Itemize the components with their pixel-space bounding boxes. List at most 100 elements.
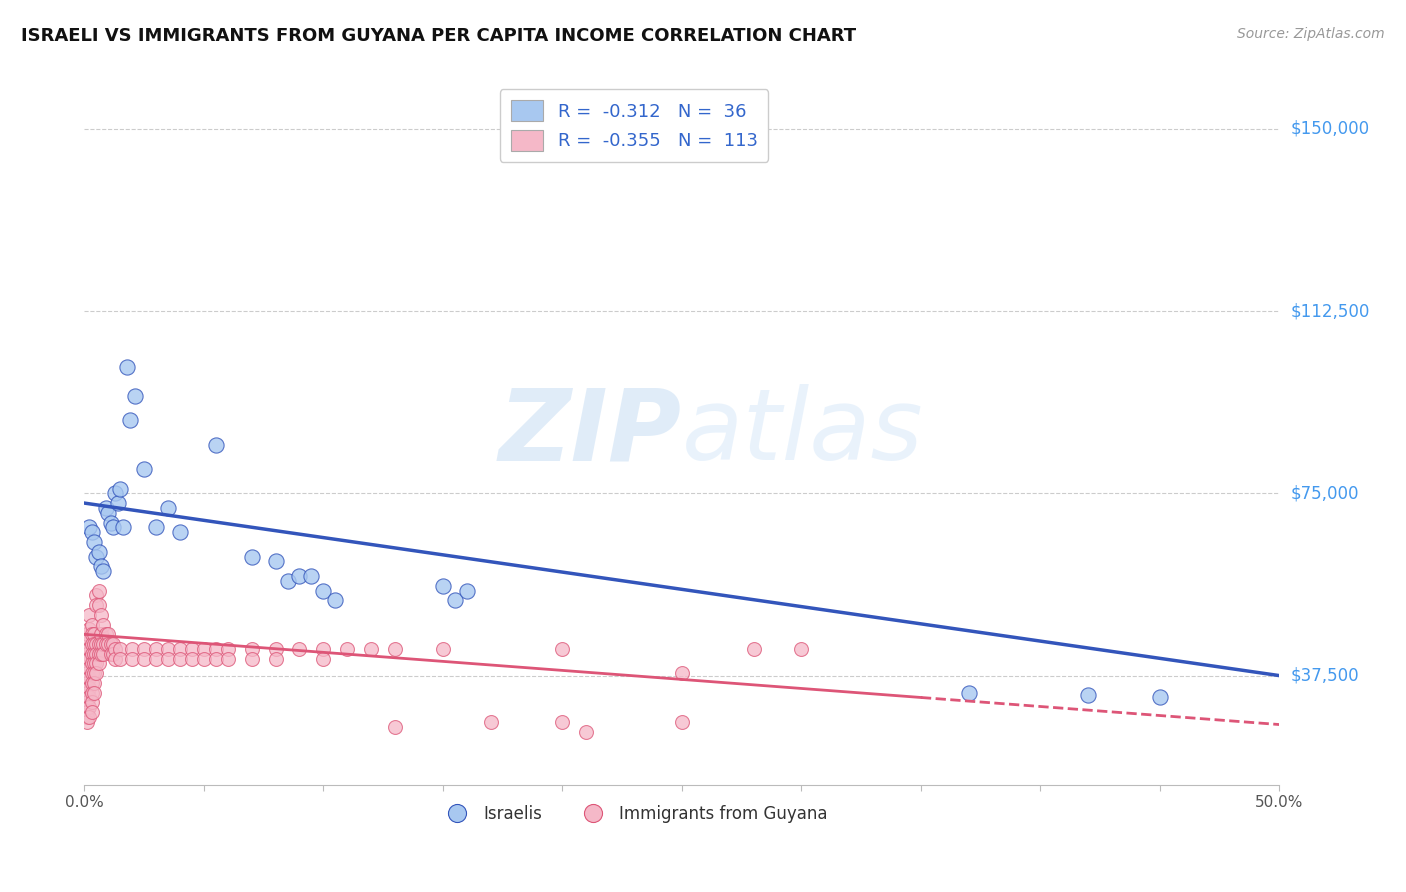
Point — [93, 617, 115, 632]
Point — [1077, 688, 1099, 702]
Text: $112,500: $112,500 — [1291, 302, 1369, 320]
Point — [110, 482, 132, 496]
Point — [205, 651, 228, 665]
Point — [80, 685, 103, 699]
Point — [145, 520, 167, 534]
Text: $150,000: $150,000 — [1291, 120, 1369, 138]
Point — [83, 685, 105, 699]
Point — [77, 632, 100, 647]
Point — [181, 641, 204, 656]
Point — [312, 651, 335, 665]
Point — [86, 637, 108, 651]
Point — [101, 647, 124, 661]
Point — [90, 637, 112, 651]
Point — [77, 607, 100, 622]
Point — [104, 641, 127, 656]
Point — [90, 647, 112, 661]
Point — [957, 685, 980, 699]
Point — [312, 641, 335, 656]
Point — [80, 627, 103, 641]
Point — [124, 389, 146, 403]
Point — [169, 525, 191, 540]
Point — [77, 661, 100, 675]
Point — [551, 641, 574, 656]
Point — [671, 714, 693, 729]
Point — [107, 496, 129, 510]
Point — [101, 637, 124, 651]
Point — [121, 651, 143, 665]
Point — [76, 705, 98, 719]
Point — [87, 647, 110, 661]
Point — [76, 651, 98, 665]
Point — [83, 647, 105, 661]
Point — [277, 574, 299, 588]
Text: atlas: atlas — [682, 384, 924, 481]
Point — [87, 544, 110, 558]
Point — [90, 607, 112, 622]
Point — [77, 710, 100, 724]
Point — [104, 486, 127, 500]
Point — [312, 583, 335, 598]
Point — [360, 641, 382, 656]
Point — [80, 695, 103, 709]
Point — [217, 641, 239, 656]
Point — [80, 705, 103, 719]
Point — [118, 413, 141, 427]
Point — [90, 559, 112, 574]
Point — [76, 666, 98, 681]
Point — [94, 637, 117, 651]
Point — [288, 569, 311, 583]
Point — [132, 462, 156, 476]
Point — [80, 617, 103, 632]
Point — [110, 641, 132, 656]
Point — [86, 598, 108, 612]
Point — [76, 681, 98, 695]
Point — [80, 647, 103, 661]
Legend: Israelis, Immigrants from Guyana: Israelis, Immigrants from Guyana — [434, 798, 834, 830]
Point — [157, 651, 180, 665]
Point — [145, 641, 167, 656]
Point — [80, 637, 103, 651]
Point — [83, 627, 105, 641]
Point — [790, 641, 813, 656]
Point — [325, 593, 347, 607]
Point — [76, 685, 98, 699]
Point — [288, 641, 311, 656]
Point — [145, 651, 167, 665]
Point — [94, 627, 117, 641]
Point — [110, 651, 132, 665]
Point — [121, 641, 143, 656]
Text: $75,000: $75,000 — [1291, 484, 1360, 502]
Point — [193, 641, 215, 656]
Point — [86, 657, 108, 671]
Point — [80, 666, 103, 681]
Point — [551, 714, 574, 729]
Point — [157, 500, 180, 515]
Point — [671, 666, 693, 681]
Point — [742, 641, 765, 656]
Point — [97, 637, 120, 651]
Point — [132, 651, 156, 665]
Point — [83, 676, 105, 690]
Point — [76, 647, 98, 661]
Point — [384, 720, 406, 734]
Point — [86, 647, 108, 661]
Point — [97, 627, 120, 641]
Point — [77, 623, 100, 637]
Point — [181, 651, 204, 665]
Point — [97, 506, 120, 520]
Point — [90, 627, 112, 641]
Point — [80, 525, 103, 540]
Point — [240, 549, 263, 564]
Text: Source: ZipAtlas.com: Source: ZipAtlas.com — [1237, 27, 1385, 41]
Point — [87, 657, 110, 671]
Point — [132, 641, 156, 656]
Point — [100, 516, 122, 530]
Point — [77, 671, 100, 685]
Point — [205, 641, 228, 656]
Point — [193, 651, 215, 665]
Point — [77, 520, 100, 534]
Point — [86, 589, 108, 603]
Point — [77, 651, 100, 665]
Point — [86, 549, 108, 564]
